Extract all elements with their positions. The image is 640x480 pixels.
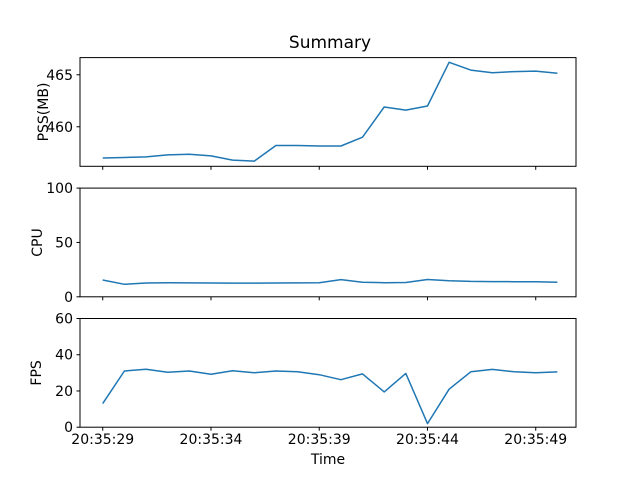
x-tick-label: 20:35:39 — [288, 432, 351, 448]
pssmb-line — [102, 61, 558, 162]
y-tick-label: 100 — [46, 181, 73, 197]
x-tick-label: 20:35:29 — [71, 432, 134, 448]
x-axis-label: Time — [310, 452, 345, 468]
y-axis-label-cpu: CPU — [30, 228, 46, 256]
y-tick-label: 460 — [46, 120, 73, 136]
y-tick-label: 0 — [64, 290, 73, 306]
y-axis-label-pss: PSS(MB) — [36, 83, 52, 142]
axes-border-1 — [79, 187, 577, 298]
y-axis-label-fps: FPS — [29, 360, 45, 385]
cpu-line — [102, 278, 558, 286]
fps-line — [102, 368, 558, 425]
axes-border-2 — [79, 318, 577, 428]
y-tick-label: 0 — [64, 420, 73, 436]
y-tick-label: 465 — [46, 68, 73, 84]
x-tick-label: 20:35:34 — [180, 432, 243, 448]
chart-title: Summary — [289, 33, 371, 53]
y-tick-label: 20 — [55, 384, 73, 400]
x-tick-label: 20:35:44 — [396, 432, 459, 448]
x-tick-label: 20:35:49 — [504, 432, 567, 448]
y-tick-label: 50 — [55, 235, 73, 251]
y-tick-label: 60 — [55, 312, 73, 328]
axes-border-0 — [79, 57, 577, 167]
plot-areas: 460 465 0 50 100 0 20 40 60 20:35:29 20:35:34 20:35… — [46, 57, 577, 448]
y-tick-label: 40 — [55, 348, 73, 364]
